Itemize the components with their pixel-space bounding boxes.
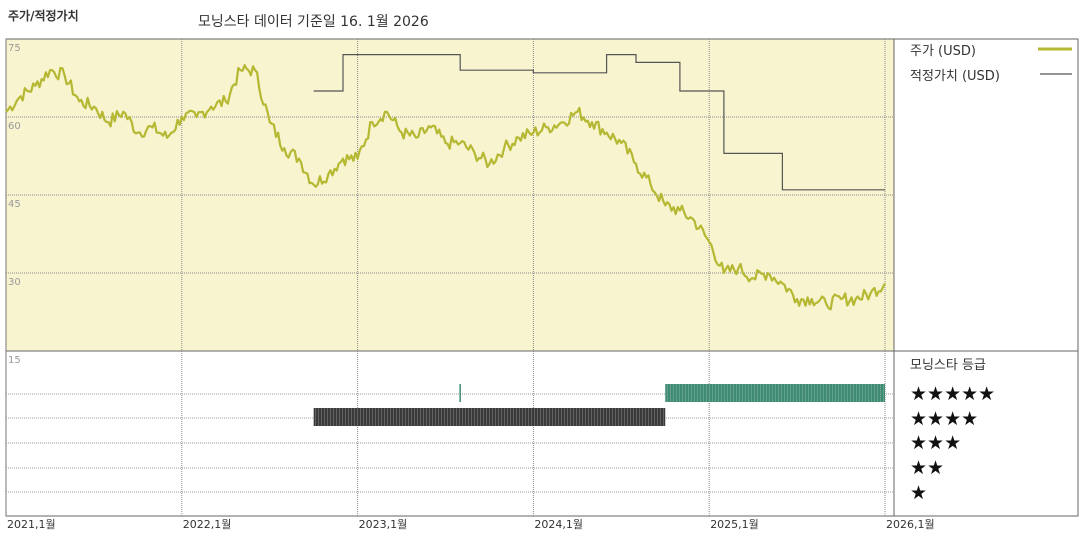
price-line bbox=[5, 64, 886, 311]
rating-3-stars: ★★★ bbox=[910, 432, 961, 454]
y-tick-label: 30 bbox=[8, 277, 21, 288]
legend-fair-value-label: 적정가치 (USD) bbox=[910, 69, 1000, 84]
rating-title: 모닝스타 등급 bbox=[910, 358, 986, 373]
chart-title: 주가/적정가치 bbox=[8, 8, 79, 23]
legend: 주가 (USD) 적정가치 (USD) bbox=[910, 44, 1072, 84]
x-tick-label: 2021,1월 bbox=[7, 518, 56, 531]
x-axis-ticks: 2021,1월 2022,1월 2023,1월 2024,1월 2025,1월 2026,… bbox=[7, 518, 935, 531]
x-tick-label: 2023,1월 bbox=[359, 518, 408, 531]
rating-2-stars: ★★ bbox=[910, 457, 944, 479]
x-tick-label: 2025,1월 bbox=[710, 518, 759, 531]
x-tick-label: 2022,1월 bbox=[183, 518, 232, 531]
rating-5-stars: ★★★★★ bbox=[910, 383, 995, 405]
chart-subtitle: 모닝스타 데이터 기준일 16. 1월 2026 bbox=[198, 14, 429, 30]
rating-bar bbox=[665, 384, 885, 402]
x-tick-label: 2026,1월 bbox=[886, 518, 935, 531]
rating-1-star: ★ bbox=[910, 482, 927, 504]
y-tick-label: 75 bbox=[8, 43, 21, 54]
y-tick-label: 60 bbox=[8, 121, 21, 132]
rating-4-stars: ★★★★ bbox=[910, 408, 978, 430]
y-axis-ticks: 75 60 45 30 15 bbox=[8, 43, 21, 366]
y-tick-label: 15 bbox=[8, 355, 21, 366]
series-layer bbox=[5, 53, 886, 311]
rating-bars bbox=[313, 384, 885, 426]
x-tick-label: 2024,1월 bbox=[534, 518, 583, 531]
rating-bar bbox=[313, 408, 666, 426]
fair-value-line bbox=[313, 53, 885, 191]
y-tick-label: 45 bbox=[8, 199, 21, 210]
legend-price-label: 주가 (USD) bbox=[910, 44, 976, 59]
